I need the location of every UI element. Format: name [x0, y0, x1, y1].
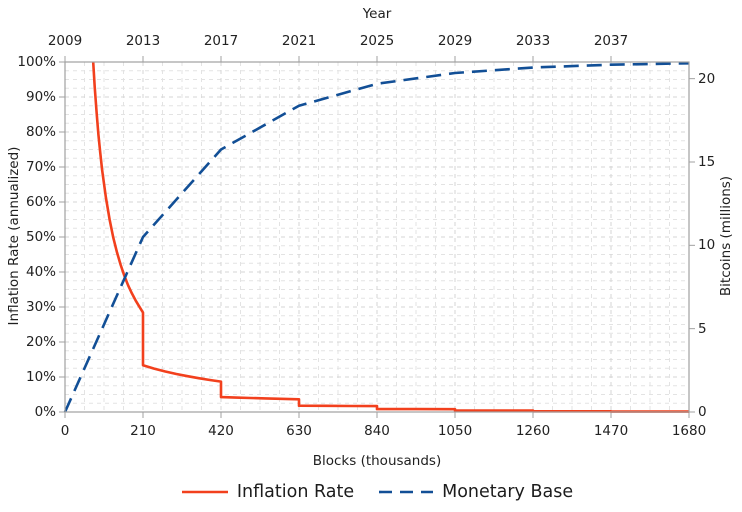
top-axis-title: Year: [362, 6, 392, 22]
x-axis-tick-label: 210: [130, 423, 156, 439]
y-axis-left-tick-label: 30%: [25, 299, 56, 315]
y-axis-left-tick-label: 80%: [25, 124, 56, 140]
top-axis-tick-label: 2029: [437, 33, 473, 49]
x-axis-tick-label: 420: [208, 423, 234, 439]
series-line-monetary-base: [63, 62, 690, 413]
x-axis-title: Blocks (thousands): [312, 453, 442, 469]
y-axis-right-tick-label: 5: [698, 320, 707, 337]
y-axis-left-tick-label: 60%: [25, 194, 56, 210]
x-axis-tick-label: 1680: [671, 423, 707, 439]
top-axis-tick-label: 2009: [47, 33, 83, 49]
legend-item-monetary-base: Monetary Base: [378, 482, 573, 502]
top-axis-tick-label: 2025: [359, 33, 395, 49]
y-axis-right-title: Bitcoins (millions): [718, 175, 734, 297]
legend-item-inflation-rate: Inflation Rate: [181, 482, 354, 502]
x-axis-tick-label: 1470: [593, 423, 629, 439]
y-axis-right-tick-label: 10: [698, 237, 716, 254]
y-axis-right-tick-label: 15: [698, 154, 716, 170]
top-axis-tick-label: 2021: [281, 33, 317, 49]
plot-frame: [64, 61, 690, 413]
y-axis-left-tick-label: 50%: [25, 229, 56, 245]
top-axis-tick-label: 2017: [203, 33, 239, 49]
top-axis-tick-label: 2037: [593, 33, 629, 49]
series-line-inflation-rate: [91, 61, 689, 413]
y-axis-right-tick-label: 20: [698, 70, 716, 87]
x-axis-tick-label: 0: [60, 423, 70, 439]
y-axis-left-tick-label: 20%: [25, 334, 56, 350]
legend-label-inflation-rate: Inflation Rate: [236, 482, 355, 502]
inflation-rate-line-swatch: [181, 490, 228, 494]
y-axis-right-tick-label: 0: [698, 404, 707, 420]
x-axis-tick-label: 1050: [437, 423, 473, 439]
top-axis-tick-label: 2033: [515, 33, 551, 49]
y-axis-left-tick-label: 90%: [25, 89, 56, 105]
x-axis-tick-label: 630: [286, 423, 312, 439]
legend: Inflation Rate Monetary Base: [65, 482, 689, 502]
y-axis-left-tick-label: 70%: [25, 159, 56, 175]
y-axis-left-tick-label: 100%: [17, 54, 56, 70]
x-axis-tick-label: 1260: [515, 423, 551, 439]
monetary-base-line-swatch: [379, 490, 434, 494]
y-axis-left-tick-label: 40%: [25, 264, 56, 280]
legend-label-monetary-base: Monetary Base: [442, 482, 574, 502]
x-axis-tick-label: 840: [364, 423, 390, 439]
y-axis-left-tick-label: 0%: [34, 404, 56, 420]
top-axis-tick-label: 2013: [125, 33, 161, 49]
y-axis-left-tick-label: 10%: [25, 369, 56, 385]
